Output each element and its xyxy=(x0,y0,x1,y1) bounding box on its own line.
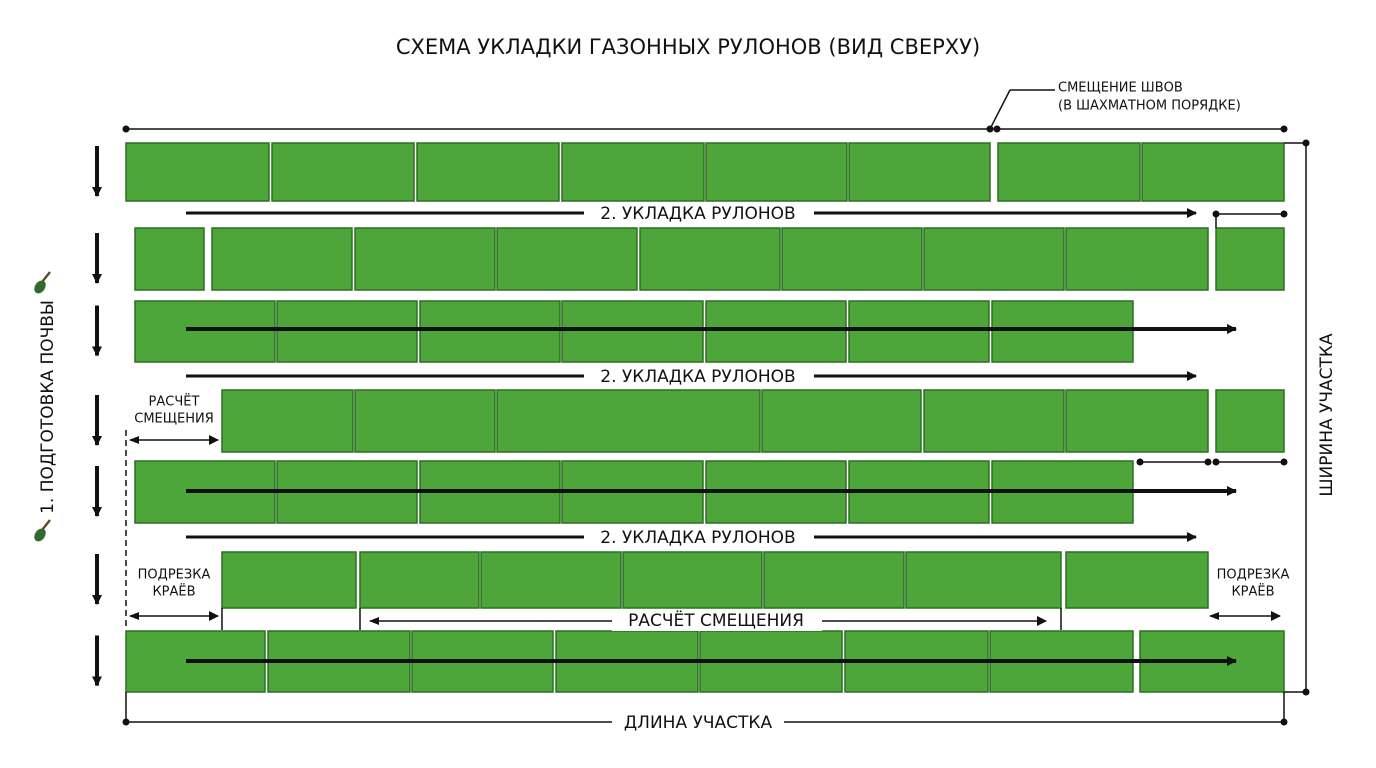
seam-note: (В ШАХМАТНОМ ПОРЯДКЕ) xyxy=(1058,99,1241,114)
dimension-dot xyxy=(1280,210,1288,218)
turf-roll xyxy=(416,142,560,202)
dimension-line xyxy=(989,89,1011,130)
turf-roll xyxy=(1141,142,1285,202)
trim-label: ПОДРЕЗКА xyxy=(1217,568,1290,583)
soil-label: 1. ПОДГОТОВКА ПОЧВЫ xyxy=(38,300,58,514)
turf-roll xyxy=(221,389,354,453)
turf-roll xyxy=(134,227,205,291)
turf-roll xyxy=(1065,389,1209,453)
turf-roll xyxy=(1065,227,1209,291)
dimension-dot xyxy=(993,125,1001,133)
turf-roll xyxy=(923,227,1065,291)
turf-roll xyxy=(1065,551,1209,609)
laying-label: 2. УКЛАДКА РУЛОНОВ xyxy=(600,367,795,387)
turf-roll xyxy=(561,142,705,202)
turf-roll xyxy=(991,300,1134,363)
laying-label: 2. УКЛАДКА РУЛОНОВ xyxy=(600,528,795,548)
title: СХЕМА УКЛАДКИ ГАЗОННЫХ РУЛОНОВ (ВИД СВЕР… xyxy=(396,35,980,59)
turf-roll xyxy=(496,389,761,453)
turf-roll xyxy=(496,227,638,291)
dimension-dot xyxy=(1280,718,1288,726)
turf-roll xyxy=(419,300,561,363)
turf-roll xyxy=(211,227,353,291)
turf-roll xyxy=(354,389,496,453)
turf-roll xyxy=(705,142,848,202)
turf-roll xyxy=(639,227,781,291)
laying-label: 2. УКЛАДКА РУЛОНОВ xyxy=(600,204,795,224)
turf-roll xyxy=(622,551,763,609)
shovel-blade xyxy=(34,280,46,294)
offset-label: СМЕЩЕНИЯ xyxy=(134,412,213,427)
trim-label: ПОДРЕЗКА xyxy=(138,568,211,583)
turf-roll xyxy=(480,551,622,609)
turf-roll xyxy=(221,551,357,609)
dimension-dot xyxy=(122,125,130,133)
label-bg xyxy=(584,365,814,387)
dimension-dot xyxy=(1302,688,1310,696)
label-bg xyxy=(612,711,784,733)
dimension-dot xyxy=(1212,210,1220,218)
seam-note: СМЕЩЕНИЕ ШВОВ xyxy=(1058,81,1183,96)
turf-roll xyxy=(763,551,905,609)
turf-roll xyxy=(276,300,418,363)
trim-label: КРАЁВ xyxy=(152,584,195,600)
turf-roll xyxy=(905,551,1062,609)
turf-roll xyxy=(354,227,496,291)
turf-roll xyxy=(271,142,415,202)
turf-roll xyxy=(761,389,922,453)
dimension-dot xyxy=(1136,458,1144,466)
label-bg xyxy=(584,202,814,224)
label-bg xyxy=(584,526,814,548)
trim-label: КРАЁВ xyxy=(1231,584,1274,600)
label-bg xyxy=(612,609,822,631)
dimension-dot xyxy=(1280,458,1288,466)
turf-roll xyxy=(561,300,704,363)
dimension-dot xyxy=(122,718,130,726)
width-label: ШИРИНА УЧАСТКА xyxy=(1317,333,1337,497)
turf-roll xyxy=(359,551,480,609)
shovel-blade xyxy=(34,528,46,542)
length-label: ДЛИНА УЧАСТКА xyxy=(624,713,773,733)
turf-roll xyxy=(923,389,1065,453)
shovel-handle xyxy=(41,519,51,531)
shovel-handle xyxy=(41,271,51,283)
dimension-dot xyxy=(1212,458,1220,466)
turf-roll xyxy=(848,300,990,363)
offset-label: РАСЧЁТ xyxy=(149,394,200,410)
turf-roll xyxy=(1215,389,1285,453)
turf-roll xyxy=(134,300,276,363)
turf-roll xyxy=(997,142,1141,202)
turf-roll xyxy=(1215,227,1285,291)
offset-center-label: РАСЧЁТ СМЕЩЕНИЯ xyxy=(628,610,804,631)
turf-roll xyxy=(781,227,923,291)
dimension-dot xyxy=(1280,125,1288,133)
turf-roll xyxy=(705,300,847,363)
dimension-dot xyxy=(1302,139,1310,147)
turf-roll xyxy=(125,142,270,202)
dimension-dot xyxy=(1204,458,1212,466)
turf-roll xyxy=(848,142,991,202)
